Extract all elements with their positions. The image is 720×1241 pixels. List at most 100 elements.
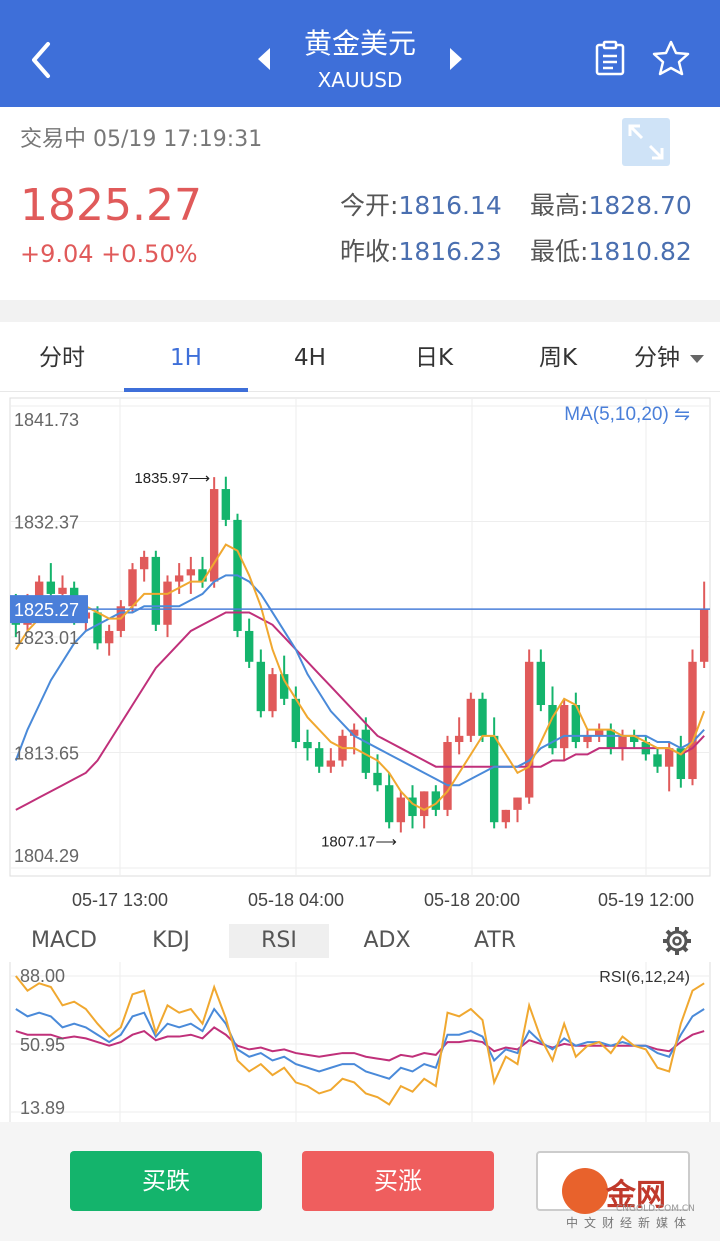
subtab-atr[interactable]: ATR [473, 928, 517, 953]
rsi-chart[interactable]: 88.00 50.95 13.89 RSI(6,12,24) [0, 962, 720, 1122]
logo-name: 金网 [606, 1178, 666, 1213]
low-value: 1810.82 [588, 237, 692, 266]
high-label: 最高: [530, 191, 589, 220]
candle [186, 569, 196, 576]
candle [174, 575, 184, 582]
watermark-logo: 金网 CNGOLD.COM.CN 中文财经新媒体 [562, 1168, 712, 1234]
tab-1h[interactable]: 1H [170, 345, 202, 371]
candle [571, 704, 581, 743]
price-change: +9.04 +0.50% [20, 240, 198, 268]
candle [256, 661, 266, 712]
subtab-macd[interactable]: MACD [31, 928, 97, 953]
dropdown-triangle-icon [690, 354, 705, 363]
high-annotation: 1835.97⟶ [134, 470, 210, 487]
expand-icon [628, 124, 664, 160]
tab-timeshare[interactable]: 分时 [39, 345, 85, 371]
subtab-adx[interactable]: ADX [363, 928, 411, 953]
back-arrow-icon[interactable] [26, 38, 56, 82]
prev-close-stat: 昨收:1816.23 [340, 232, 502, 268]
candle [629, 735, 639, 743]
logo-url: CNGOLD.COM.CN [616, 1204, 695, 1214]
y-tick-label: 1832.37 [14, 513, 79, 533]
extra-action-button[interactable] [536, 1151, 690, 1211]
candle [373, 772, 382, 786]
open-label: 今开: [340, 191, 399, 220]
ma5-line [14, 543, 706, 812]
x-tick-label: 05-19 12:00 [598, 890, 694, 910]
candlestick-chart[interactable]: 1825.27 1841.73 1832.37 1823.01 1813.65 1804.… [0, 392, 720, 912]
tab-4h[interactable]: 4H [294, 345, 326, 371]
fullscreen-button[interactable] [622, 118, 670, 166]
prev-close-label: 昨收: [340, 237, 399, 266]
candle [349, 729, 359, 736]
candle [431, 791, 441, 810]
buy-down-button[interactable]: 买跌 [70, 1151, 262, 1211]
ma10-line [14, 574, 705, 787]
y-tick-label: 1841.73 [14, 410, 79, 430]
subtab-kdj[interactable]: KDJ [152, 928, 190, 953]
active-tab-indicator [124, 388, 248, 392]
candle [664, 748, 674, 767]
candle [443, 742, 452, 810]
prev-close-value: 1816.23 [398, 237, 502, 266]
candle [198, 569, 207, 582]
candle [361, 729, 371, 773]
candle [501, 809, 511, 823]
candle [419, 791, 429, 817]
current-price-tag [10, 595, 88, 624]
settings-gear-icon[interactable] [662, 926, 692, 956]
candle [268, 674, 277, 712]
page-title: 黄金美元 [303, 27, 416, 60]
logo-tagline: 中文财经新媒体 [566, 1216, 693, 1230]
candle [163, 581, 172, 625]
candle [291, 698, 301, 743]
x-tick-label: 05-17 13:00 [72, 890, 168, 910]
candle [454, 735, 464, 743]
header-bar: 黄金美元 XAUUSD [0, 0, 720, 107]
candle [303, 742, 312, 749]
symbol-code: XAUUSD [317, 68, 403, 92]
tab-weekly[interactable]: 周K [538, 345, 578, 371]
indicator-tabs: MACD KDJ RSI ADX ATR [0, 914, 720, 966]
candle [384, 785, 394, 823]
y-tick-label: 1804.29 [14, 846, 79, 866]
logo-emblem-icon [562, 1168, 608, 1214]
candle [676, 748, 686, 780]
ma-indicator-label: MA(5,10,20) ⇋ [564, 404, 690, 425]
candle [478, 698, 487, 736]
y-tick-label: 1813.65 [14, 744, 79, 764]
candle [128, 569, 137, 607]
open-stat: 今开:1816.14 [340, 186, 502, 222]
period-tabs: 分时 1H 4H 日K 周K 分钟 [0, 322, 720, 392]
buy-up-button[interactable]: 买涨 [302, 1151, 494, 1211]
clipboard-icon[interactable] [594, 40, 626, 76]
candle [513, 797, 522, 810]
candle [221, 489, 231, 520]
current-price-label: 1825.27 [14, 600, 79, 620]
candle [594, 729, 604, 736]
candle [618, 735, 627, 749]
candle [524, 661, 534, 798]
candle [139, 556, 149, 570]
star-icon[interactable] [652, 40, 690, 76]
candle [466, 698, 476, 736]
candle [58, 587, 67, 594]
candle [559, 704, 569, 749]
next-symbol-icon[interactable] [448, 46, 464, 72]
open-value: 1816.14 [398, 191, 502, 220]
previous-symbol-icon[interactable] [256, 46, 272, 72]
rsi-series-line [15, 975, 705, 1106]
candle [688, 661, 697, 780]
tab-minute-dropdown[interactable]: 分钟 [620, 322, 720, 392]
subtab-rsi[interactable]: RSI [229, 924, 329, 958]
section-divider [0, 300, 720, 322]
current-price: 1825.27 [20, 180, 202, 231]
rsi-series-line [15, 1007, 705, 1080]
candle [583, 735, 592, 743]
tab-daily[interactable]: 日K [414, 345, 454, 371]
candle [244, 630, 254, 662]
ma20-line [15, 611, 705, 811]
candle [396, 797, 406, 823]
rsi-y-tick-label: 13.89 [20, 1098, 65, 1118]
candle [489, 735, 499, 823]
